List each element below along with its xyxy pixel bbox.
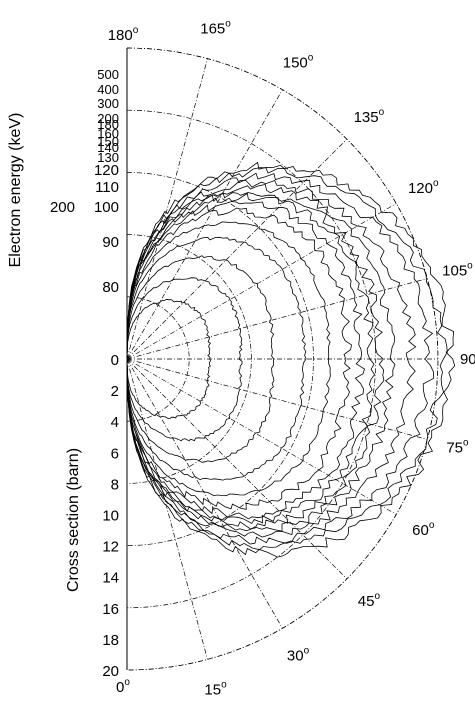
radial-tick-label: 18 [102,632,119,649]
grid-spoke [126,138,348,360]
energy-tick-label: 200 [97,111,119,126]
angle-tick-label: 90o [460,349,475,368]
cross-section-curve [126,277,243,442]
radial-tick-label: 20 [102,663,119,680]
grid-circle [126,47,439,671]
y-axis-label-bottom: Cross section (barn) [65,448,82,592]
angle-tick-label: 180o [108,25,139,44]
energy-tick-label: 120 [94,162,119,179]
grid-spoke [126,89,283,360]
energy-tick-label: 140 [97,140,119,155]
angle-tick-label: 135o [354,107,385,126]
angle-tick-label: 75o [446,438,469,457]
angle-tick-label: 60o [412,520,435,539]
cross-section-curve [126,255,275,463]
radial-tick-label: 12 [102,539,119,556]
cross-section-curve [126,167,448,551]
cross-section-curve [126,236,307,481]
energy-tick-label: 90 [102,234,119,251]
cross-section-curve [126,161,456,558]
grid-circle [126,172,314,546]
grid-spoke [126,358,208,660]
label-layer: 0o15o30o45o60o75o90o105o120o135o150o165o… [50,19,475,699]
radial-tick-label: 4 [111,414,119,431]
grid-circle [126,234,252,484]
grid-spoke [126,358,428,440]
grid-spoke [126,278,428,360]
y-axis-label-top: Electron energy (keV) [7,113,24,268]
energy-tick-label: 130 [97,150,119,165]
energy-tick-label: 180 [97,117,119,132]
energy-tick-label: 400 [97,82,119,97]
grid-layer [126,47,439,671]
energy-tick-label: 300 [97,96,119,111]
angle-tick-label: 150o [283,53,314,72]
energy-tick-label: 500 [97,67,119,82]
energy-tick-label: 100 [94,199,119,216]
grid-spoke [126,358,283,629]
cross-section-curve [126,179,417,538]
grid-spoke [126,203,397,360]
radial-tick-label: 6 [111,445,119,462]
angle-tick-label: 120o [408,178,439,197]
energy-tick-label: 150 [97,134,119,149]
angle-tick-label: 15o [204,679,227,698]
energy-tick-label: 110 [95,179,119,196]
angle-tick-label: 105o [442,260,473,279]
radial-tick-label: 8 [111,476,119,493]
radial-tick-label: 10 [102,508,119,525]
cross-section-curve [126,298,211,420]
radial-tick-label: 16 [102,601,119,618]
radial-tick-label: 2 [111,383,119,400]
cross-section-curve [126,192,376,524]
angle-tick-label: 45o [358,591,381,610]
cross-section-curve [126,184,396,532]
grid-spoke [126,358,397,515]
radial-tick-label: 0 [111,352,119,369]
cross-section-curve [126,172,435,545]
grid-spoke [126,58,208,360]
angle-tick-label: 165o [200,19,231,38]
grid-spoke [126,358,348,580]
curve-layer [126,161,456,558]
grid-circle [126,109,377,609]
energy-extra-label: 200 [50,199,75,216]
angle-tick-label: 30o [287,645,310,664]
cross-section-curve [126,221,331,497]
energy-tick-label: 160 [97,126,119,141]
radial-tick-label: 14 [102,570,119,587]
cross-section-curve [126,201,365,520]
energy-tick-label: 80 [102,279,119,296]
cross-section-curve [126,207,352,510]
